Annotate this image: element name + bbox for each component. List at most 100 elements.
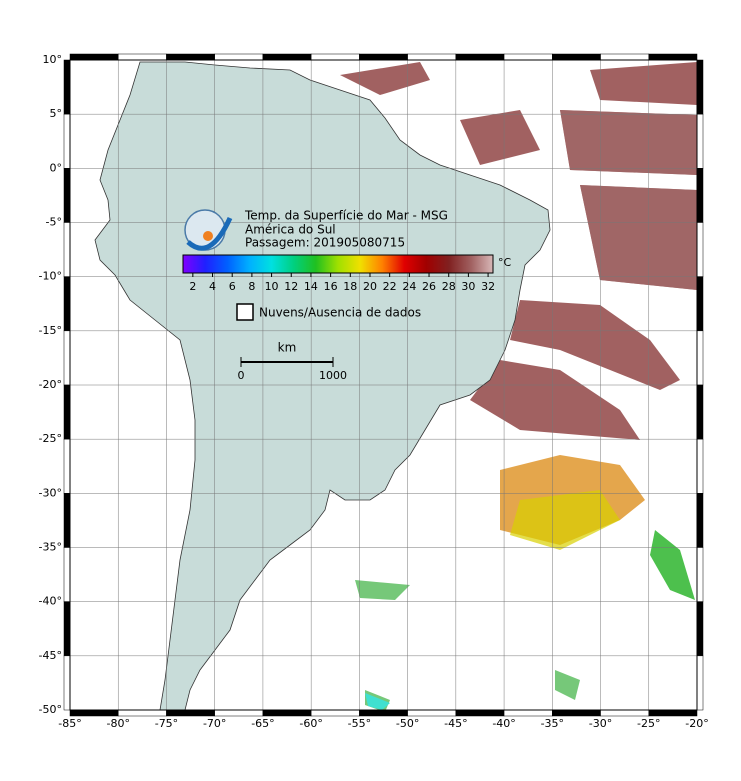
frame-segment	[63, 330, 71, 386]
frame-segment	[63, 438, 71, 494]
frame-segment	[63, 655, 71, 711]
frame-segment	[552, 53, 601, 61]
x-tick-label: -50°	[396, 717, 419, 730]
frame-segment	[63, 384, 71, 440]
colorbar-tick-label: 12	[284, 280, 298, 293]
frame-segment	[214, 53, 264, 61]
x-tick-label: -70°	[203, 717, 226, 730]
frame-segment	[503, 709, 553, 717]
y-tick-label: 10°	[43, 53, 63, 66]
frame-segment	[63, 113, 71, 169]
frame-segment	[310, 709, 360, 717]
frame-segment	[407, 53, 457, 61]
frame-segment	[262, 709, 312, 717]
frame-segment	[359, 709, 408, 717]
frame-segment	[600, 53, 650, 61]
frame-segment	[696, 113, 704, 169]
frame-segment	[69, 709, 119, 717]
y-tick-label: 5°	[50, 107, 63, 120]
frame-segment	[696, 384, 704, 440]
frame-segment	[552, 709, 601, 717]
logo	[184, 209, 233, 251]
colorbar-tick-label: 14	[304, 280, 318, 293]
sst-patches	[340, 62, 697, 712]
x-tick-label: -45°	[444, 717, 467, 730]
colorbar-tick-label: 24	[402, 280, 416, 293]
frame-segment	[63, 276, 71, 332]
y-tick-label: -40°	[39, 595, 62, 608]
frame	[69, 59, 698, 711]
frame-segment	[648, 53, 698, 61]
scale-label: 0	[238, 369, 245, 382]
y-tick-label: -45°	[39, 649, 62, 662]
x-tick-label: -40°	[492, 717, 515, 730]
frame-segment	[600, 709, 650, 717]
pass-time: Passagem: 201905080715	[245, 236, 405, 250]
frame-segment	[696, 222, 704, 277]
colorbar-tick-label: 30	[461, 280, 475, 293]
y-tick-label: -35°	[39, 541, 62, 554]
frame-segment	[166, 709, 215, 717]
frame-segment	[262, 53, 312, 61]
x-tick-label: -30°	[589, 717, 612, 730]
frame-segment	[69, 53, 119, 61]
colorbar-tick-label: 20	[363, 280, 377, 293]
frame-segment	[455, 53, 505, 61]
x-tick-label: -80°	[106, 717, 129, 730]
y-tick-label: -10°	[39, 270, 62, 283]
frame-segment	[696, 59, 704, 115]
y-tick-label: -5°	[46, 216, 62, 229]
x-tick-label: -85°	[58, 717, 81, 730]
frame-segment	[117, 709, 167, 717]
colorbar-tick-label: 22	[383, 280, 397, 293]
colorbar-tick-label: 4	[209, 280, 216, 293]
colorbar-tick-label: 16	[324, 280, 338, 293]
y-tick-label: -50°	[39, 703, 62, 716]
x-tick-label: -65°	[251, 717, 274, 730]
y-tick-label: 0°	[50, 161, 63, 174]
frame-segment	[503, 53, 553, 61]
frame-segment	[63, 222, 71, 277]
frame-segment	[696, 438, 704, 494]
frame-segment	[166, 53, 215, 61]
x-tick-label: -20°	[685, 717, 708, 730]
colorbar-tick-label: 2	[189, 280, 196, 293]
legend-label: Nuvens/Ausencia de dados	[259, 306, 421, 320]
frame-segment	[696, 547, 704, 602]
frame-segment	[455, 709, 505, 717]
colorbar-tick-label: 6	[229, 280, 236, 293]
frame-segment	[696, 330, 704, 386]
frame-segment	[63, 493, 71, 548]
y-tick-label: -15°	[39, 324, 62, 337]
x-tick-label: -75°	[155, 717, 178, 730]
x-tick-label: -60°	[299, 717, 322, 730]
y-tick-label: -30°	[39, 486, 62, 499]
scale-bar	[240, 357, 334, 367]
frame-segment	[696, 493, 704, 548]
title: Temp. da Superfície do Mar - MSG	[244, 209, 448, 223]
frame-segment	[63, 168, 71, 223]
scale-unit: km	[278, 341, 297, 355]
frame-segment	[63, 601, 71, 657]
frame-segment	[696, 601, 704, 657]
frame-segment	[63, 59, 71, 115]
frame-segment	[63, 547, 71, 602]
colorbar-tick-label: 8	[248, 280, 255, 293]
colorbar-unit: °C	[498, 256, 512, 269]
x-tick-label: -55°	[348, 717, 371, 730]
y-tick-label: -20°	[39, 378, 62, 391]
frame-segment	[310, 53, 360, 61]
frame-segment	[696, 168, 704, 223]
x-tick-label: -25°	[637, 717, 660, 730]
frame-segment	[696, 276, 704, 332]
frame-segment	[696, 655, 704, 711]
legend-swatch	[236, 303, 254, 321]
scale-label: 1000	[319, 369, 347, 382]
frame-segment	[648, 709, 698, 717]
colorbar-tick-label: 18	[343, 280, 357, 293]
frame-segment	[117, 53, 167, 61]
colorbar-tick-label: 26	[422, 280, 436, 293]
colorbar-tick-label: 32	[481, 280, 495, 293]
x-tick-label: -35°	[541, 717, 564, 730]
